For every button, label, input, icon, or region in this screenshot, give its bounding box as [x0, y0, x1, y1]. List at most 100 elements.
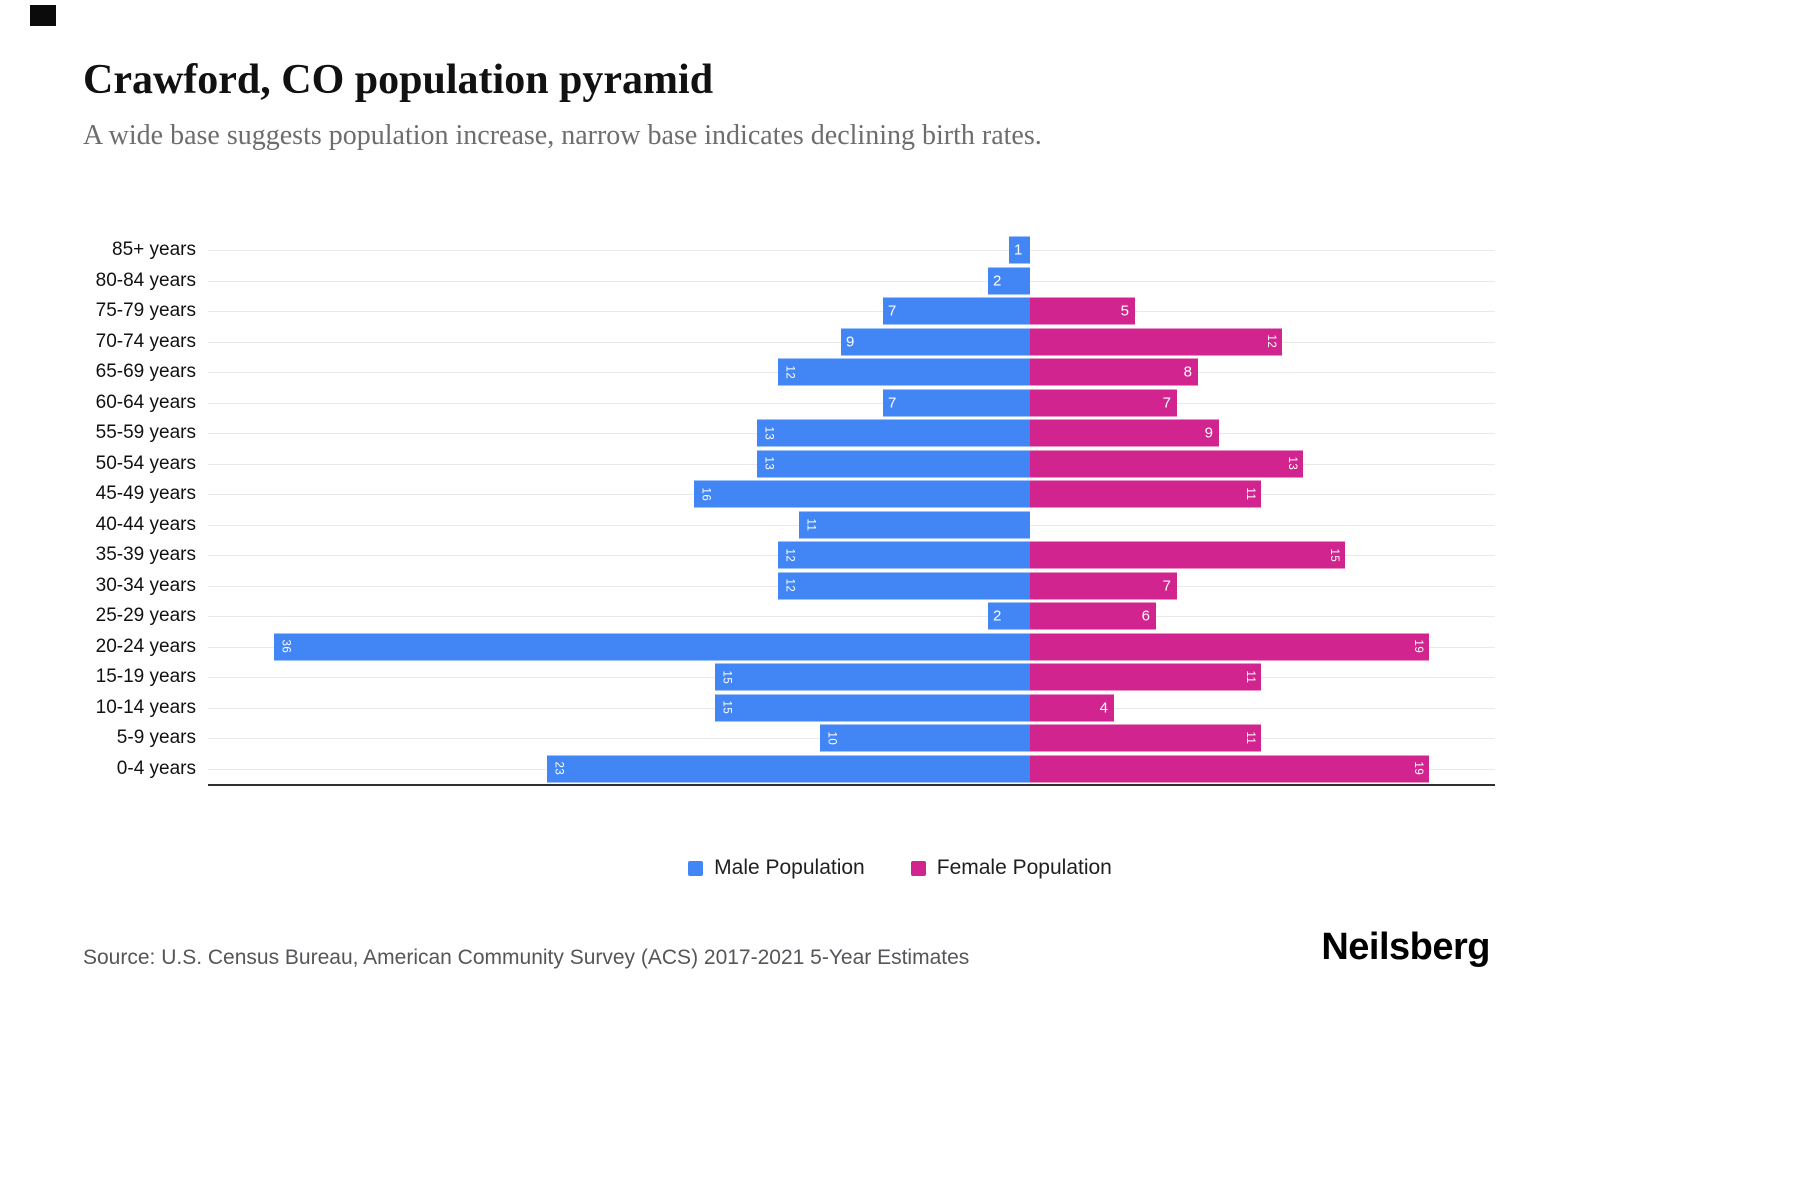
- male-bar[interactable]: 11: [799, 511, 1030, 539]
- female-bar[interactable]: 11: [1030, 724, 1261, 752]
- bar-value-label: 2: [993, 272, 1002, 290]
- row-plot: 23 19: [208, 754, 1495, 785]
- age-group-label: 10-14 years: [95, 696, 196, 718]
- female-legend-swatch: [910, 860, 926, 876]
- female-bar[interactable]: 15: [1030, 541, 1345, 569]
- bar-value-label: 15: [720, 670, 733, 685]
- male-bar[interactable]: 16: [694, 480, 1030, 508]
- female-bar[interactable]: 7: [1030, 572, 1177, 600]
- female-bar[interactable]: 19: [1030, 633, 1429, 661]
- x-axis-line: [208, 784, 1495, 786]
- male-bar[interactable]: 13: [757, 450, 1030, 478]
- pyramid-row: 70-74 years 9 12: [83, 327, 1495, 358]
- pyramid-row: 20-24 years 36 19: [83, 632, 1495, 663]
- pyramid-row: 55-59 years 13 9: [83, 418, 1495, 449]
- row-plot: 12 7: [208, 571, 1495, 602]
- bar-value-label: 15: [720, 700, 733, 715]
- row-plot: 2: [208, 266, 1495, 297]
- bar-value-label: 11: [1244, 487, 1256, 501]
- female-bar[interactable]: 8: [1030, 358, 1198, 386]
- bar-value-label: 23: [552, 761, 565, 776]
- age-group-label: 0-4 years: [116, 757, 196, 779]
- male-bar[interactable]: 12: [778, 572, 1030, 600]
- male-bar[interactable]: 2: [988, 602, 1030, 630]
- pyramid-rows: 85+ years 1 80-84 years 2 75-79 years 7 5 70-74…: [83, 235, 1495, 784]
- bar-value-label: 11: [1244, 731, 1256, 745]
- row-plot: 36 19: [208, 632, 1495, 663]
- male-bar[interactable]: 23: [547, 755, 1030, 783]
- female-bar[interactable]: 12: [1030, 328, 1282, 356]
- male-bar[interactable]: 10: [820, 724, 1030, 752]
- bar-value-label: 13: [762, 456, 775, 471]
- bar-value-label: 19: [1412, 761, 1424, 776]
- bar-value-label: 13: [762, 426, 775, 441]
- pyramid-row: 5-9 years 10 11: [83, 723, 1495, 754]
- gridline: [208, 402, 1495, 404]
- female-bar[interactable]: 5: [1030, 297, 1135, 325]
- pyramid-row: 50-54 years 13 13: [83, 449, 1495, 480]
- pyramid-row: 25-29 years 2 6: [83, 601, 1495, 632]
- bar-value-label: 7: [1162, 577, 1171, 595]
- age-group-label: 40-44 years: [95, 513, 196, 535]
- male-bar[interactable]: 15: [715, 694, 1030, 722]
- age-group-label: 20-24 years: [95, 635, 196, 657]
- age-group-label: 30-34 years: [95, 574, 196, 596]
- female-bar[interactable]: 19: [1030, 755, 1429, 783]
- male-bar[interactable]: 9: [841, 328, 1030, 356]
- age-group-label: 50-54 years: [95, 452, 196, 474]
- bar-value-label: 5: [1120, 302, 1129, 320]
- female-bar[interactable]: 4: [1030, 694, 1114, 722]
- male-bar[interactable]: 12: [778, 358, 1030, 386]
- age-group-label: 75-79 years: [95, 300, 196, 322]
- bar-value-label: 9: [1204, 424, 1213, 442]
- gridline: [208, 311, 1495, 313]
- male-bar[interactable]: 13: [757, 419, 1030, 447]
- female-bar[interactable]: 7: [1030, 389, 1177, 417]
- bar-value-label: 36: [279, 639, 292, 654]
- legend-item-female[interactable]: Female Population: [910, 856, 1112, 880]
- female-bar[interactable]: 11: [1030, 480, 1261, 508]
- male-bar[interactable]: 2: [988, 267, 1030, 295]
- source-attribution: Source: U.S. Census Bureau, American Com…: [83, 946, 970, 969]
- male-bar[interactable]: 1: [1009, 236, 1030, 264]
- pyramid-row: 15-19 years 15 11: [83, 662, 1495, 693]
- bar-value-label: 12: [783, 578, 796, 593]
- row-plot: 15 4: [208, 693, 1495, 724]
- pyramid-row: 80-84 years 2: [83, 266, 1495, 297]
- pyramid-row: 10-14 years 15 4: [83, 693, 1495, 724]
- male-bar[interactable]: 12: [778, 541, 1030, 569]
- bar-value-label: 13: [1286, 456, 1298, 471]
- pyramid-row: 0-4 years 23 19: [83, 754, 1495, 785]
- neilsberg-logo: Neilsberg: [1321, 926, 1490, 968]
- age-group-label: 55-59 years: [95, 422, 196, 444]
- pyramid-row: 75-79 years 7 5: [83, 296, 1495, 327]
- row-plot: 1: [208, 235, 1495, 266]
- age-group-label: 60-64 years: [95, 391, 196, 413]
- row-plot: 13 13: [208, 449, 1495, 480]
- chart-legend: Male Population Female Population: [0, 856, 1800, 880]
- row-plot: 11: [208, 510, 1495, 541]
- male-bar[interactable]: 7: [883, 389, 1030, 417]
- age-group-label: 80-84 years: [95, 269, 196, 291]
- row-plot: 16 11: [208, 479, 1495, 510]
- female-bar[interactable]: 9: [1030, 419, 1219, 447]
- chart-title: Crawford, CO population pyramid: [83, 57, 714, 103]
- bar-value-label: 10: [825, 731, 838, 746]
- age-group-label: 15-19 years: [95, 666, 196, 688]
- male-bar[interactable]: 7: [883, 297, 1030, 325]
- male-bar[interactable]: 15: [715, 663, 1030, 691]
- legend-item-male[interactable]: Male Population: [688, 856, 865, 880]
- bar-value-label: 19: [1412, 639, 1424, 654]
- population-pyramid-chart: 85+ years 1 80-84 years 2 75-79 years 7 5 70-74…: [83, 235, 1495, 786]
- female-bar[interactable]: 13: [1030, 450, 1303, 478]
- male-bar[interactable]: 36: [274, 633, 1030, 661]
- row-plot: 13 9: [208, 418, 1495, 449]
- male-legend-swatch: [688, 860, 704, 876]
- female-bar[interactable]: 6: [1030, 602, 1156, 630]
- bar-value-label: 11: [804, 518, 817, 532]
- age-group-label: 45-49 years: [95, 483, 196, 505]
- female-bar[interactable]: 11: [1030, 663, 1261, 691]
- bar-value-label: 15: [1328, 548, 1340, 563]
